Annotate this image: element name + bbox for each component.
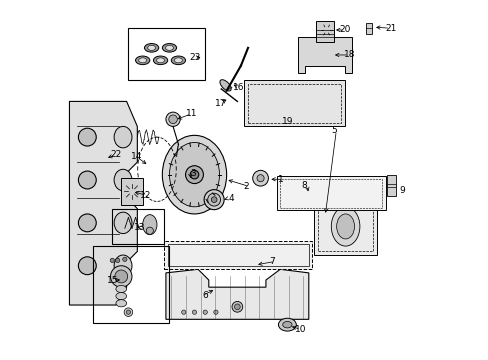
Circle shape: [257, 175, 264, 182]
Ellipse shape: [165, 45, 173, 50]
Circle shape: [78, 171, 96, 189]
Polygon shape: [298, 37, 351, 73]
Bar: [280, 179, 381, 207]
Circle shape: [203, 310, 207, 314]
Polygon shape: [244, 80, 344, 126]
Ellipse shape: [116, 285, 126, 293]
Ellipse shape: [114, 212, 132, 234]
Circle shape: [115, 258, 120, 262]
Circle shape: [110, 258, 114, 262]
Text: 14: 14: [130, 152, 142, 161]
Text: 17: 17: [215, 99, 226, 108]
Ellipse shape: [116, 300, 126, 307]
Ellipse shape: [114, 255, 132, 276]
Text: 3: 3: [189, 170, 195, 179]
Text: 2: 2: [244, 182, 249, 191]
Ellipse shape: [144, 44, 159, 52]
Circle shape: [185, 166, 203, 184]
Circle shape: [78, 214, 96, 232]
Ellipse shape: [278, 318, 296, 331]
Bar: [365, 23, 372, 33]
Circle shape: [165, 112, 180, 126]
Text: 21: 21: [384, 24, 395, 33]
Text: 20: 20: [339, 26, 350, 35]
Circle shape: [110, 266, 132, 287]
Circle shape: [213, 310, 218, 314]
Ellipse shape: [174, 58, 182, 63]
Circle shape: [168, 115, 177, 123]
Ellipse shape: [282, 321, 291, 328]
Circle shape: [252, 170, 268, 186]
Circle shape: [320, 23, 332, 36]
Text: 13: 13: [134, 223, 145, 232]
Circle shape: [211, 197, 217, 203]
Bar: [167, 244, 308, 266]
Bar: [317, 205, 372, 251]
Circle shape: [146, 227, 153, 234]
Ellipse shape: [220, 80, 231, 91]
Ellipse shape: [114, 126, 132, 148]
Polygon shape: [165, 269, 308, 319]
Text: 6: 6: [202, 291, 207, 300]
Ellipse shape: [147, 45, 155, 50]
Text: 19: 19: [282, 117, 293, 126]
Circle shape: [124, 308, 132, 316]
Ellipse shape: [331, 207, 359, 246]
Text: 15: 15: [107, 275, 119, 284]
Circle shape: [115, 270, 127, 283]
Ellipse shape: [162, 44, 176, 52]
Ellipse shape: [169, 143, 219, 207]
Text: 11: 11: [185, 109, 197, 118]
Ellipse shape: [156, 58, 164, 63]
Polygon shape: [276, 176, 385, 210]
Text: 5: 5: [330, 126, 336, 135]
Bar: [121, 178, 142, 205]
Ellipse shape: [153, 56, 167, 64]
Circle shape: [78, 257, 96, 275]
Bar: [128, 28, 205, 80]
Circle shape: [190, 170, 198, 179]
Circle shape: [181, 310, 185, 314]
Circle shape: [207, 193, 220, 206]
Text: 22: 22: [110, 150, 121, 159]
Bar: [93, 246, 169, 323]
Circle shape: [126, 310, 130, 314]
Bar: [315, 21, 333, 42]
Text: 8: 8: [301, 181, 307, 190]
Ellipse shape: [171, 56, 185, 64]
Circle shape: [122, 257, 127, 261]
Circle shape: [323, 26, 329, 33]
Text: 7: 7: [269, 257, 275, 266]
Circle shape: [203, 190, 224, 210]
Ellipse shape: [114, 169, 132, 191]
Ellipse shape: [116, 293, 126, 300]
Text: 18: 18: [343, 50, 355, 59]
Text: 9: 9: [399, 186, 405, 195]
Ellipse shape: [142, 215, 157, 235]
Polygon shape: [69, 102, 137, 305]
Ellipse shape: [139, 58, 146, 63]
Bar: [164, 241, 312, 269]
Circle shape: [123, 183, 141, 201]
Text: 23: 23: [189, 53, 200, 62]
Text: 1: 1: [277, 175, 283, 184]
Circle shape: [234, 304, 240, 310]
Ellipse shape: [162, 135, 226, 214]
Circle shape: [192, 310, 196, 314]
Polygon shape: [313, 202, 376, 255]
Circle shape: [366, 24, 370, 28]
Ellipse shape: [336, 214, 354, 239]
Text: 16: 16: [233, 83, 244, 92]
Bar: [386, 175, 395, 196]
Bar: [112, 208, 164, 244]
Text: 10: 10: [295, 325, 306, 334]
Circle shape: [78, 128, 96, 146]
Bar: [247, 84, 340, 123]
Circle shape: [231, 301, 242, 312]
Text: 4: 4: [228, 194, 233, 203]
Text: 12: 12: [140, 190, 151, 199]
Ellipse shape: [135, 56, 149, 64]
